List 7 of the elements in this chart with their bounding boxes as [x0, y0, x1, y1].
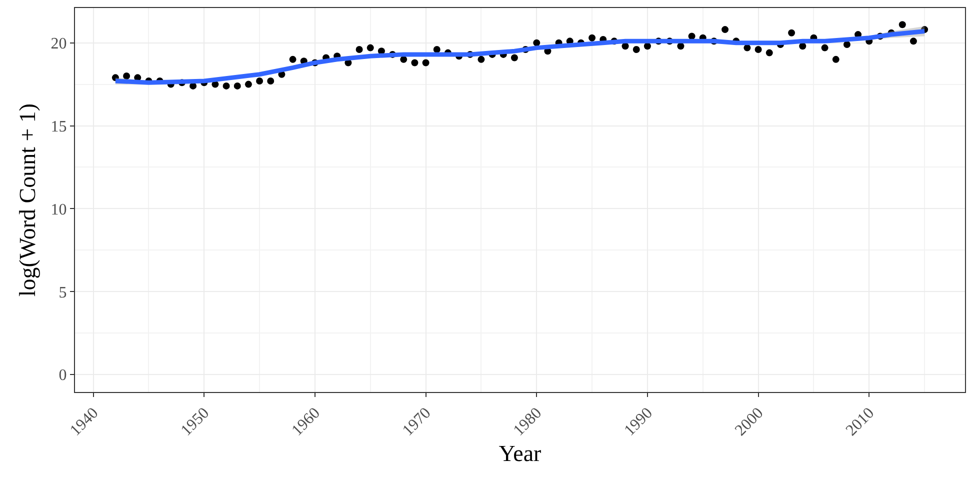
y-tick-label: 15 [50, 118, 67, 136]
y-tick-label: 0 [58, 367, 67, 384]
y-tick-label: 10 [50, 201, 67, 218]
y-axis-title: log(Word Count + 1) [15, 103, 40, 297]
y-tick-label: 5 [58, 284, 67, 302]
x-axis-title: Year [498, 440, 542, 466]
y-tick-label: 20 [50, 35, 67, 52]
